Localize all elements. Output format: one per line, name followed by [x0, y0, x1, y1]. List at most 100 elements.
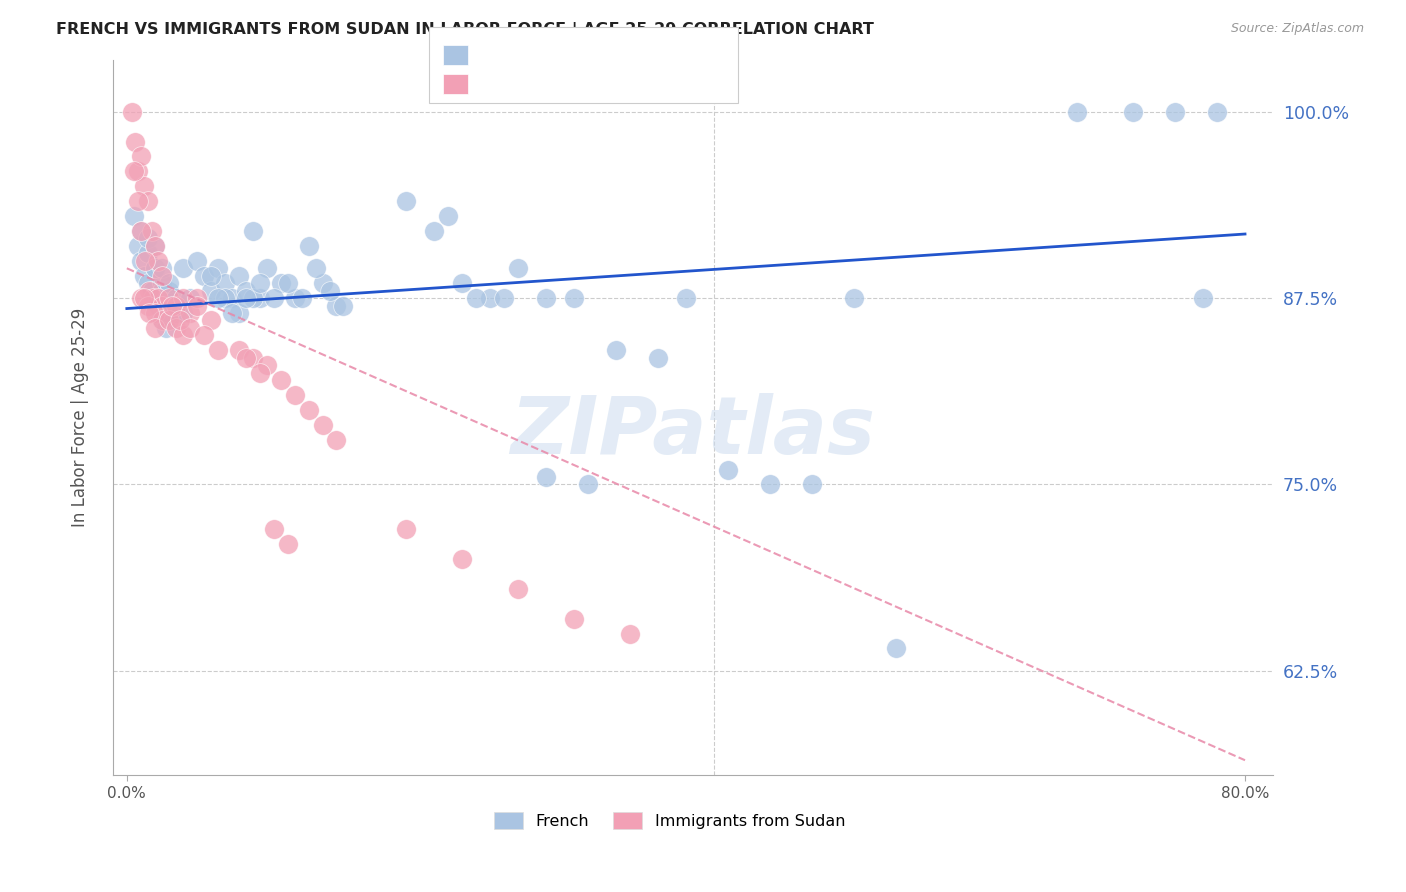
Point	[214, 291, 236, 305]
Point	[172, 328, 194, 343]
Point	[884, 641, 907, 656]
Point	[157, 313, 180, 327]
Point	[200, 284, 222, 298]
Point	[200, 313, 222, 327]
Point	[143, 239, 166, 253]
Point	[186, 253, 208, 268]
Point	[127, 164, 149, 178]
Point	[165, 306, 187, 320]
Point	[228, 343, 250, 358]
Point	[325, 299, 347, 313]
Point	[121, 104, 143, 119]
Point	[200, 268, 222, 283]
Point	[270, 373, 292, 387]
Point	[221, 306, 243, 320]
Point	[619, 626, 641, 640]
Point	[465, 291, 488, 305]
Point	[143, 306, 166, 320]
Point	[157, 306, 180, 320]
Point	[129, 291, 152, 305]
Point	[263, 291, 285, 305]
Point	[395, 522, 418, 536]
Point	[207, 291, 229, 305]
Point	[172, 291, 194, 305]
Point	[150, 313, 173, 327]
Point	[1164, 104, 1187, 119]
Point	[256, 358, 278, 372]
Point	[242, 351, 264, 365]
Point	[297, 403, 319, 417]
Point	[256, 261, 278, 276]
Text: R =: R =	[479, 48, 515, 62]
Point	[157, 299, 180, 313]
Point	[451, 552, 474, 566]
Point	[136, 246, 159, 260]
Point	[136, 276, 159, 290]
Point	[395, 194, 418, 209]
Point	[297, 239, 319, 253]
Point	[290, 291, 312, 305]
Text: R =: R =	[479, 77, 515, 91]
Point	[150, 268, 173, 283]
Point	[127, 194, 149, 209]
Point	[124, 135, 146, 149]
Point	[150, 261, 173, 276]
Point	[214, 276, 236, 290]
Point	[311, 276, 333, 290]
Point	[332, 299, 354, 313]
Point	[127, 239, 149, 253]
Point	[169, 313, 191, 327]
Point	[179, 306, 201, 320]
Point	[228, 306, 250, 320]
Text: 90: 90	[623, 46, 645, 64]
Point	[160, 299, 183, 313]
Point	[249, 276, 271, 290]
Point	[146, 299, 169, 313]
Point	[129, 224, 152, 238]
Point	[228, 268, 250, 283]
Point	[165, 321, 187, 335]
Point	[534, 291, 557, 305]
Point	[138, 284, 160, 298]
Point	[138, 306, 160, 320]
Text: Source: ZipAtlas.com: Source: ZipAtlas.com	[1230, 22, 1364, 36]
Point	[141, 224, 163, 238]
Point	[235, 284, 257, 298]
Point	[172, 261, 194, 276]
Point	[717, 462, 740, 476]
Point	[221, 291, 243, 305]
Point	[143, 291, 166, 305]
Y-axis label: In Labor Force | Age 25-29: In Labor Force | Age 25-29	[72, 308, 89, 527]
Point	[1122, 104, 1144, 119]
Point	[165, 299, 187, 313]
Point	[534, 470, 557, 484]
Point	[270, 276, 292, 290]
Point	[508, 261, 530, 276]
Point	[842, 291, 865, 305]
Point	[249, 291, 271, 305]
Point	[759, 477, 782, 491]
Point	[277, 276, 299, 290]
Point	[283, 388, 305, 402]
Point	[142, 291, 165, 305]
Point	[451, 276, 474, 290]
Point	[122, 209, 145, 223]
Point	[136, 194, 159, 209]
Point	[423, 224, 446, 238]
Point	[675, 291, 697, 305]
Point	[277, 537, 299, 551]
Point	[136, 299, 159, 313]
Point	[235, 351, 257, 365]
Point	[157, 291, 180, 305]
Point	[122, 164, 145, 178]
Point	[263, 522, 285, 536]
Point	[136, 231, 159, 245]
Text: N =: N =	[581, 48, 617, 62]
Point	[479, 291, 502, 305]
Point	[1066, 104, 1088, 119]
Point	[143, 261, 166, 276]
Point	[576, 477, 599, 491]
Point	[311, 417, 333, 432]
Text: FRENCH VS IMMIGRANTS FROM SUDAN IN LABOR FORCE | AGE 25-29 CORRELATION CHART: FRENCH VS IMMIGRANTS FROM SUDAN IN LABOR…	[56, 22, 875, 38]
Legend: French, Immigrants from Sudan: French, Immigrants from Sudan	[488, 805, 852, 835]
